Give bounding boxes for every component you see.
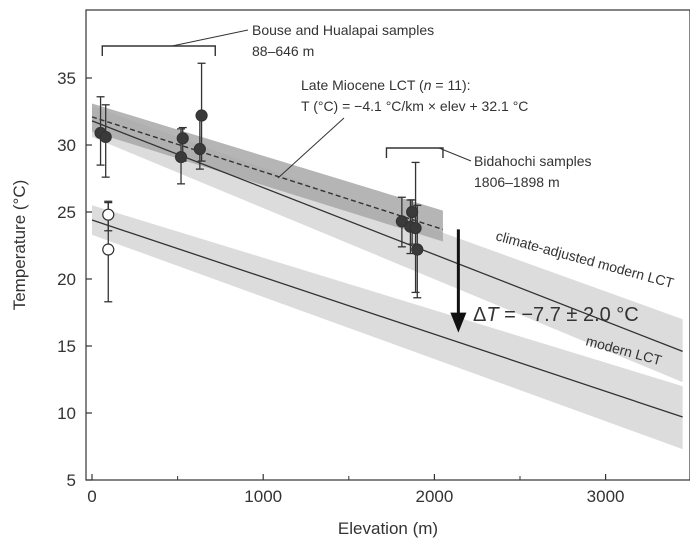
lct-title-prefix: Late Miocene LCT ( (301, 77, 424, 93)
y-tick-label-35: 35 (57, 69, 76, 88)
delta-arrow-head (450, 312, 467, 333)
bida-leader (438, 147, 472, 162)
data-point-2 (99, 130, 112, 144)
y-tick-label-5: 5 (67, 471, 76, 490)
data-point-3 (174, 150, 188, 164)
bouse-range: 88–646 m (252, 43, 314, 59)
x-tick-label-3000: 3000 (587, 487, 625, 506)
x-tick-label-2000: 2000 (415, 487, 453, 506)
regression-line-3 (91, 219, 683, 418)
data-point-12 (102, 208, 115, 221)
bida-title: Bidahochi samples (474, 153, 592, 169)
data-point-5 (193, 142, 206, 156)
lct-title: Late Miocene LCT (n = 11): (301, 77, 471, 93)
y-tick-label-10: 10 (57, 404, 76, 423)
bouse-bracket (101, 45, 216, 56)
x-tick-label-0: 0 (87, 487, 96, 506)
data-point-7 (395, 215, 408, 228)
y-tick-label-20: 20 (57, 270, 76, 289)
data-point-13 (102, 243, 115, 256)
arrow-layer (450, 229, 467, 333)
bida-range: 1806–1898 m (474, 174, 560, 190)
y-tick-label-30: 30 (57, 136, 76, 155)
lines-layer (91, 116, 683, 418)
y-tick-label-25: 25 (57, 203, 76, 222)
confidence-band-2 (92, 205, 683, 450)
lct-title-suffix: = 11): (432, 77, 471, 93)
points-layer (94, 109, 424, 256)
delta-value: = −7.7 ± 2.0 °C (499, 304, 639, 326)
y-axis-label: Temperature (°C) (10, 180, 29, 311)
lct-title-n: n (424, 77, 432, 93)
bouse-leader (171, 29, 249, 47)
plot-frame (85, 9, 690, 481)
regression-line-1 (91, 116, 444, 231)
y-tick-label-15: 15 (57, 337, 76, 356)
x-axis-label: Elevation (m) (338, 519, 438, 538)
delta-t: T (486, 304, 500, 326)
data-point-6 (195, 109, 208, 122)
data-point-10 (409, 221, 422, 235)
delta-label: ΔT = −7.7 ± 2.0 °C (473, 304, 639, 326)
data-point-11 (411, 243, 424, 256)
x-tick-label-1000: 1000 (244, 487, 282, 506)
data-point-9 (406, 205, 419, 219)
bida-bracket (385, 147, 444, 158)
data-point-4 (176, 132, 189, 145)
bracket-lines (101, 29, 472, 179)
ticks-layer: 0 1000 2000 3000 5 10 15 20 25 30 35 Elevation (m) T… (10, 69, 625, 538)
lct-leader (277, 117, 345, 179)
delta-symbol: Δ (473, 304, 486, 326)
regression-line-2 (91, 120, 683, 352)
bouse-title: Bouse and Hualapai samples (252, 22, 434, 38)
lct-equation: T (°C) = −4.1 °C/km × elev + 32.1 °C (301, 98, 528, 114)
